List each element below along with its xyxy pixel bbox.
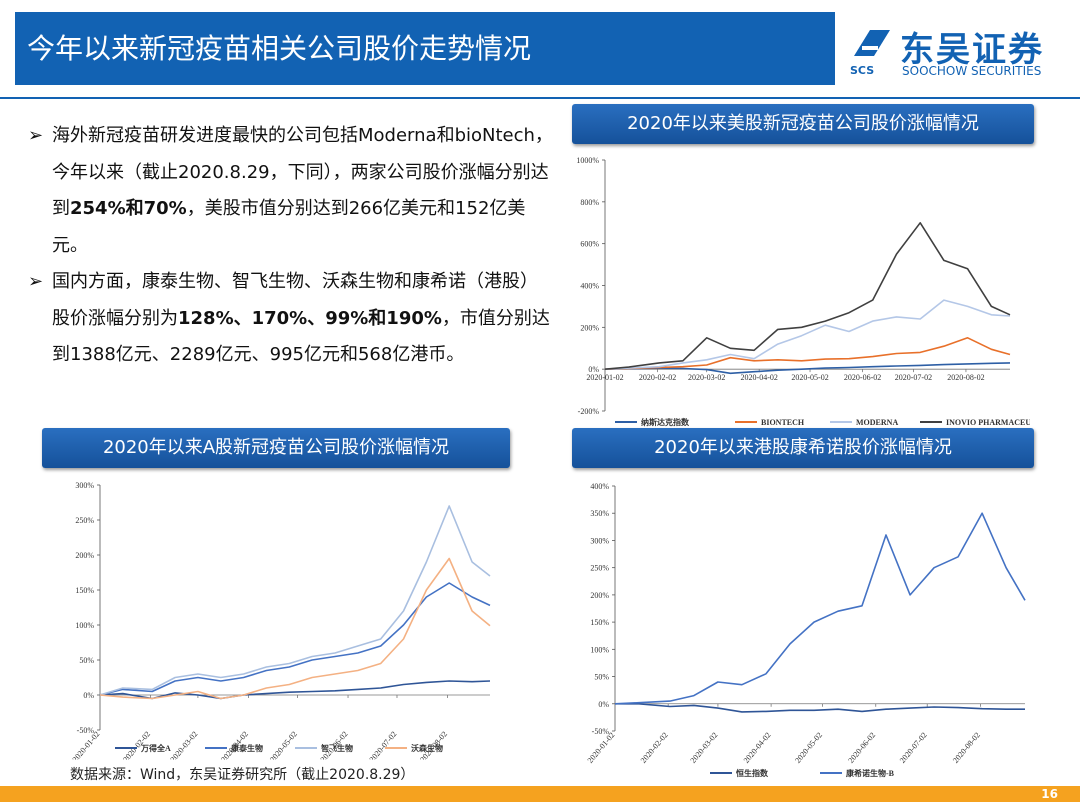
source-note: 数据来源：Wind，东吴证券研究所（截止2020.8.29） [70, 767, 415, 783]
y-tick-label: 400% [590, 482, 609, 491]
series-line [615, 703, 1025, 713]
x-tick-label: 2020-04-02 [741, 373, 778, 382]
y-tick-label: 200% [590, 591, 609, 600]
chart-title: 2020年以来A股新冠疫苗公司股价涨幅情况 [42, 428, 510, 468]
series-line [614, 512, 1026, 705]
legend-label: 智飞生物 [321, 743, 353, 753]
y-tick-label: 200% [580, 323, 599, 332]
y-tick-label: 300% [75, 481, 94, 490]
y-tick-label: 350% [590, 509, 609, 518]
y-tick-label: 250% [590, 564, 609, 573]
series-line [99, 557, 491, 700]
legend-label: MODERNA [856, 418, 898, 427]
x-tick-label: 2020-08-02 [947, 373, 984, 382]
x-tick-label: 2020-06-02 [846, 731, 877, 765]
x-tick-label: 2020-06-02 [844, 373, 881, 382]
bullet-text: ，市值分别达到1388亿元、2289亿元、995亿元和568亿港币。 [52, 307, 550, 366]
logo-abbr: SCS [850, 64, 875, 77]
legend-label: 沃森生物 [411, 743, 443, 753]
chart-title: 2020年以来美股新冠疫苗公司股价涨幅情况 [572, 104, 1034, 144]
y-tick-label: -50% [77, 726, 95, 735]
y-tick-label: -50% [592, 727, 610, 736]
bullet-list: 海外新冠疫苗研发进度最快的公司包括Moderna和bioNtech，今年以来（截… [28, 118, 553, 374]
series-line [99, 582, 491, 696]
legend-label: BIONTECH [761, 418, 805, 427]
y-tick-label: 600% [580, 240, 599, 249]
header-title: 今年以来新冠疫苗相关公司股价走势情况 [15, 12, 835, 85]
y-tick-label: 300% [590, 536, 609, 545]
x-tick-label: 2020-04-02 [742, 731, 773, 765]
x-tick-label: 2020-07-02 [368, 730, 399, 760]
logo-icon [854, 30, 890, 56]
y-tick-label: 200% [75, 551, 94, 560]
series-line [604, 222, 1011, 370]
bullet-highlight: 254%和70% [70, 198, 187, 219]
chart: -50%0%50%100%150%200%250%300%2020-01-02 2… [71, 481, 491, 760]
y-tick-label: 0% [588, 365, 599, 374]
y-tick-label: 250% [75, 516, 94, 525]
y-tick-label: 1000% [576, 156, 599, 165]
y-tick-label: 800% [580, 198, 599, 207]
series-line [99, 680, 491, 700]
y-tick-label: 50% [594, 673, 609, 682]
x-tick-label: 2020-07-02 [898, 731, 929, 765]
x-tick-label: 2020-03-02 [688, 373, 725, 382]
x-tick-label: 2020-05-02 [793, 731, 824, 765]
legend-label: 万得全A [140, 743, 171, 753]
legend-label: 纳斯达克指数 [641, 417, 690, 427]
bullet-text: 海外新冠疫苗研发进度最快的公司包括Moderna和bioNtech，今年以来（截… [52, 125, 553, 219]
legend-label: 康泰生物 [231, 743, 263, 753]
x-tick-label: 2020-03-02 [689, 731, 720, 765]
x-tick-label: 2020-02-02 [639, 373, 676, 382]
y-tick-label: -200% [578, 407, 600, 416]
chart-title: 2020年以来港股康希诺股价涨幅情况 [572, 428, 1034, 468]
logo-name: 东吴证券 [900, 30, 1044, 70]
series-line [604, 362, 1011, 375]
y-tick-label: 0% [83, 691, 94, 700]
x-tick-label: 2020-08-02 [951, 731, 982, 765]
y-tick-label: 100% [590, 645, 609, 654]
x-tick-label: 2020-05-02 [791, 373, 828, 382]
legend-label: 康希诺生物-B [846, 768, 895, 778]
legend-label: INOVIO PHARMACEUTICALS [946, 418, 1030, 427]
y-tick-label: 0% [598, 700, 609, 709]
bullet-text: ，美股市值分别达到266亿美元和152亿美元。 [52, 198, 526, 256]
header-rule [0, 97, 1080, 99]
y-tick-label: 400% [580, 282, 599, 291]
series-line [604, 299, 1011, 370]
page-number: 16 [1041, 787, 1058, 801]
logo-en: SOOCHOW SECURITIES [902, 64, 1042, 78]
y-tick-label: 50% [79, 656, 94, 665]
footer-bar [0, 786, 1080, 802]
x-tick-label: 2020-07-02 [895, 373, 932, 382]
y-tick-label: 150% [75, 586, 94, 595]
x-tick-label: 2020-01-02 [586, 373, 623, 382]
series-line [604, 337, 1011, 370]
y-tick-label: 100% [75, 621, 94, 630]
x-tick-label: 2020-02-02 [639, 731, 670, 765]
y-tick-label: 150% [590, 618, 609, 627]
bullet: 海外新冠疫苗研发进度最快的公司包括Moderna和bioNtech，今年以来（截… [28, 118, 553, 264]
x-tick-label: 2020-05-02 [268, 730, 299, 760]
series-line [99, 505, 491, 696]
chart: -50% 0% 50% 100% 150% 200% 250% 300% 350% 400% 202… [586, 482, 1026, 778]
bullet-text: 国内方面，康泰生物、智飞生物、沃森生物和康希诺（港股）股价涨幅分别为 [52, 271, 538, 329]
x-tick-label: 2020-03-02 [169, 730, 200, 760]
chart: -200% 0% 200% 400% 600% 800% 1000% 2020-01-02 20… [576, 156, 1030, 427]
bullet: 国内方面，康泰生物、智飞生物、沃森生物和康希诺（港股）股价涨幅分别为128%、1… [28, 264, 553, 374]
legend-label: 恒生指数 [736, 768, 769, 778]
bullet-highlight: 128%、170%、99%和190% [178, 307, 442, 329]
